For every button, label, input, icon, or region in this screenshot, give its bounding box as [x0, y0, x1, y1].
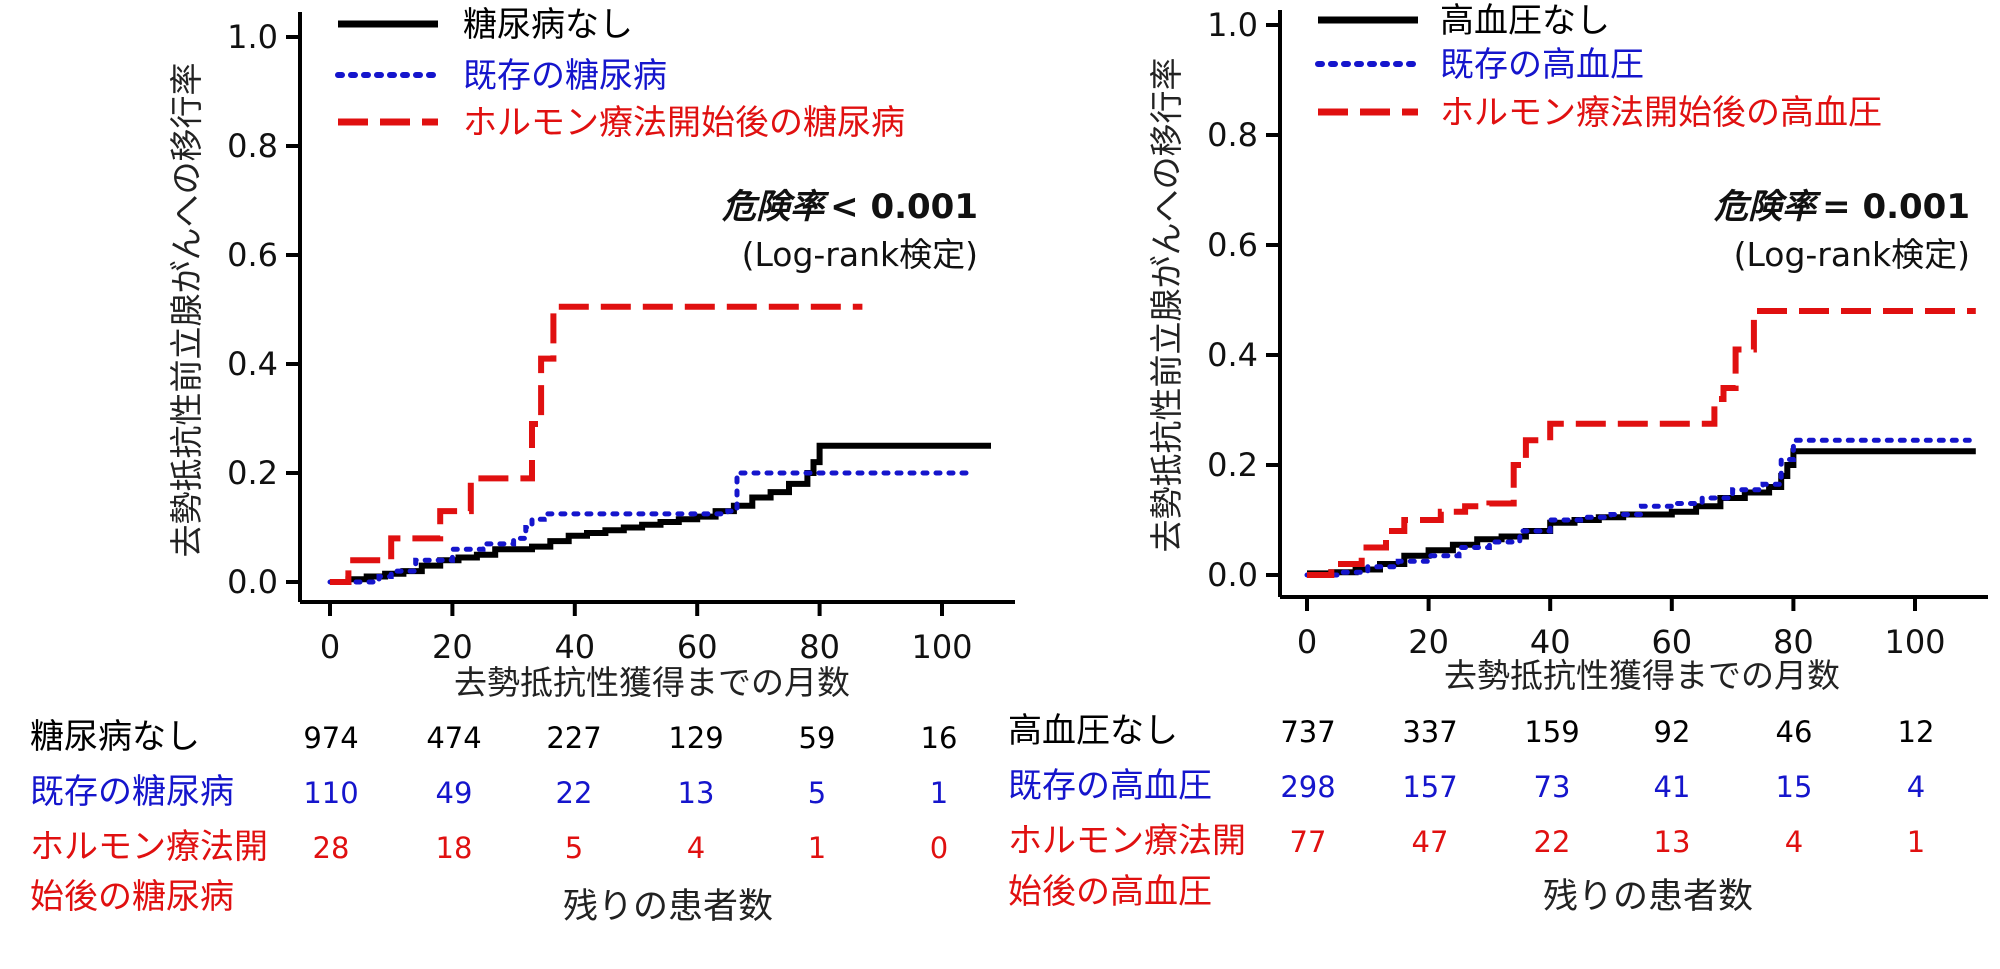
x-tick-label: 60 — [1651, 623, 1692, 661]
risk-count: 227 — [546, 721, 601, 755]
series-line-2 — [1304, 437, 1979, 578]
risk-count: 737 — [1280, 715, 1335, 749]
risk-count: 22 — [556, 776, 593, 810]
risk-count: 12 — [1898, 715, 1935, 749]
risk-count: 47 — [1412, 825, 1449, 859]
risk-count: 41 — [1654, 770, 1691, 804]
y-tick-label: 0.8 — [1207, 116, 1258, 154]
risk-row-label: 高血圧なし — [1008, 711, 1178, 751]
y-tick-label: 0.4 — [227, 345, 278, 383]
test-name: (Log-rank検定) — [1734, 235, 1970, 274]
p-value-value: < 0.001 — [830, 187, 978, 227]
risk-count: 474 — [426, 721, 481, 755]
risk-count: 1 — [808, 831, 826, 865]
risk-table-caption: 残りの患者数 — [1543, 877, 1753, 917]
series-line-1 — [330, 442, 991, 585]
risk-count: 5 — [565, 831, 583, 865]
legend-label-3: ホルモン療法開始後の糖尿病 — [463, 103, 905, 143]
risk-row-label: 始後の高血圧 — [1008, 872, 1212, 912]
risk-count: 4 — [1785, 825, 1803, 859]
y-tick-label: 0.0 — [227, 563, 278, 601]
x-tick-label: 20 — [432, 628, 473, 666]
x-axis-title: 去勢抵抗性獲得までの月数 — [1444, 656, 1840, 695]
y-tick-label: 0.0 — [1207, 556, 1258, 594]
p-value-annotation: 危険率 < 0.001 — [721, 187, 978, 227]
x-tick-label: 80 — [1773, 623, 1814, 661]
risk-count: 298 — [1280, 770, 1335, 804]
p-value-value: = 0.001 — [1822, 187, 1970, 227]
risk-count: 18 — [436, 831, 473, 865]
y-axis-title: 去勢抵抗性前立腺がんへの移行率 — [1147, 58, 1186, 553]
y-tick-label: 0.4 — [1207, 336, 1258, 374]
km-panel-1: 0.00.20.40.60.81.00 20 40 60 80 100去勢抵抗性前立腺がん… — [30, 5, 1015, 927]
risk-count: 77 — [1290, 825, 1327, 859]
risk-count: 159 — [1524, 715, 1579, 749]
risk-count: 129 — [668, 721, 723, 755]
p-value-label: 危険率 — [721, 187, 830, 227]
risk-count: 92 — [1654, 715, 1691, 749]
x-tick-label: 100 — [1884, 623, 1945, 661]
risk-row-label: ホルモン療法開 — [1008, 821, 1246, 861]
x-tick-label: 0 — [320, 628, 340, 666]
legend-label-1: 糖尿病なし — [463, 5, 633, 45]
risk-table-1: 糖尿病なし 974 474 227 129 59 16 既存の糖尿病 110 49 22 13 5 1 ホル… — [30, 717, 957, 927]
legend-label-2: 既存の糖尿病 — [463, 56, 667, 96]
series-line-3 — [1307, 308, 1976, 578]
legend-label-2: 既存の高血圧 — [1440, 45, 1644, 85]
x-tick-label: 80 — [799, 628, 840, 666]
risk-count: 49 — [436, 776, 473, 810]
series-line-2 — [327, 470, 976, 585]
x-tick-label: 20 — [1408, 623, 1449, 661]
x-tick-label: 60 — [677, 628, 718, 666]
risk-count: 46 — [1776, 715, 1813, 749]
risk-count: 28 — [313, 831, 350, 865]
risk-count: 4 — [1907, 770, 1925, 804]
risk-row-label: 既存の高血圧 — [1008, 766, 1212, 806]
risk-row-label: 始後の糖尿病 — [30, 877, 234, 917]
risk-row-label: ホルモン療法開 — [30, 827, 268, 867]
risk-count: 13 — [1654, 825, 1691, 859]
risk-count: 974 — [303, 721, 358, 755]
x-tick-label: 0 — [1297, 623, 1317, 661]
y-tick-label: 0.2 — [227, 454, 278, 492]
y-tick-label: 0.6 — [227, 236, 278, 274]
x-tick-label: 40 — [554, 628, 595, 666]
risk-count: 13 — [678, 776, 715, 810]
risk-count: 110 — [303, 776, 358, 810]
risk-count: 73 — [1534, 770, 1571, 804]
risk-count: 4 — [687, 831, 705, 865]
km-panel-2: 0.0 0.2 0.4 0.6 0.8 1.0 0 20 40 60 80 100 去勢抵抗性前立腺がん… — [1008, 1, 1988, 917]
y-tick-label: 0.6 — [1207, 226, 1258, 264]
test-name: (Log-rank検定) — [742, 235, 978, 274]
legend-label-3: ホルモン療法開始後の高血圧 — [1440, 93, 1882, 133]
x-tick-label: 100 — [911, 628, 972, 666]
risk-count: 1 — [930, 776, 948, 810]
series-line-3 — [330, 303, 863, 585]
risk-count: 16 — [921, 721, 958, 755]
risk-count: 0 — [930, 831, 948, 865]
risk-count: 22 — [1534, 825, 1571, 859]
y-tick-label: 1.0 — [227, 18, 278, 56]
y-tick-label: 0.2 — [1207, 446, 1258, 484]
x-axis-title: 去勢抵抗性獲得までの月数 — [454, 663, 850, 702]
y-tick-label: 1.0 — [1207, 6, 1258, 44]
risk-count: 157 — [1402, 770, 1457, 804]
p-value-annotation: 危険率 = 0.001 — [1713, 187, 1970, 227]
risk-table-caption: 残りの患者数 — [563, 887, 773, 927]
p-value-label: 危険率 — [1713, 187, 1822, 227]
risk-count: 337 — [1402, 715, 1457, 749]
risk-count: 5 — [808, 776, 826, 810]
risk-count: 59 — [799, 721, 836, 755]
risk-row-label: 既存の糖尿病 — [30, 772, 234, 812]
y-axis-title: 去勢抵抗性前立腺がんへの移行率 — [167, 63, 206, 558]
legend-label-1: 高血圧なし — [1440, 1, 1610, 41]
risk-row-label: 糖尿病なし — [30, 717, 200, 757]
risk-count: 15 — [1776, 770, 1813, 804]
risk-count: 1 — [1907, 825, 1925, 859]
y-tick-label: 0.8 — [227, 127, 278, 165]
x-tick-label: 40 — [1530, 623, 1571, 661]
